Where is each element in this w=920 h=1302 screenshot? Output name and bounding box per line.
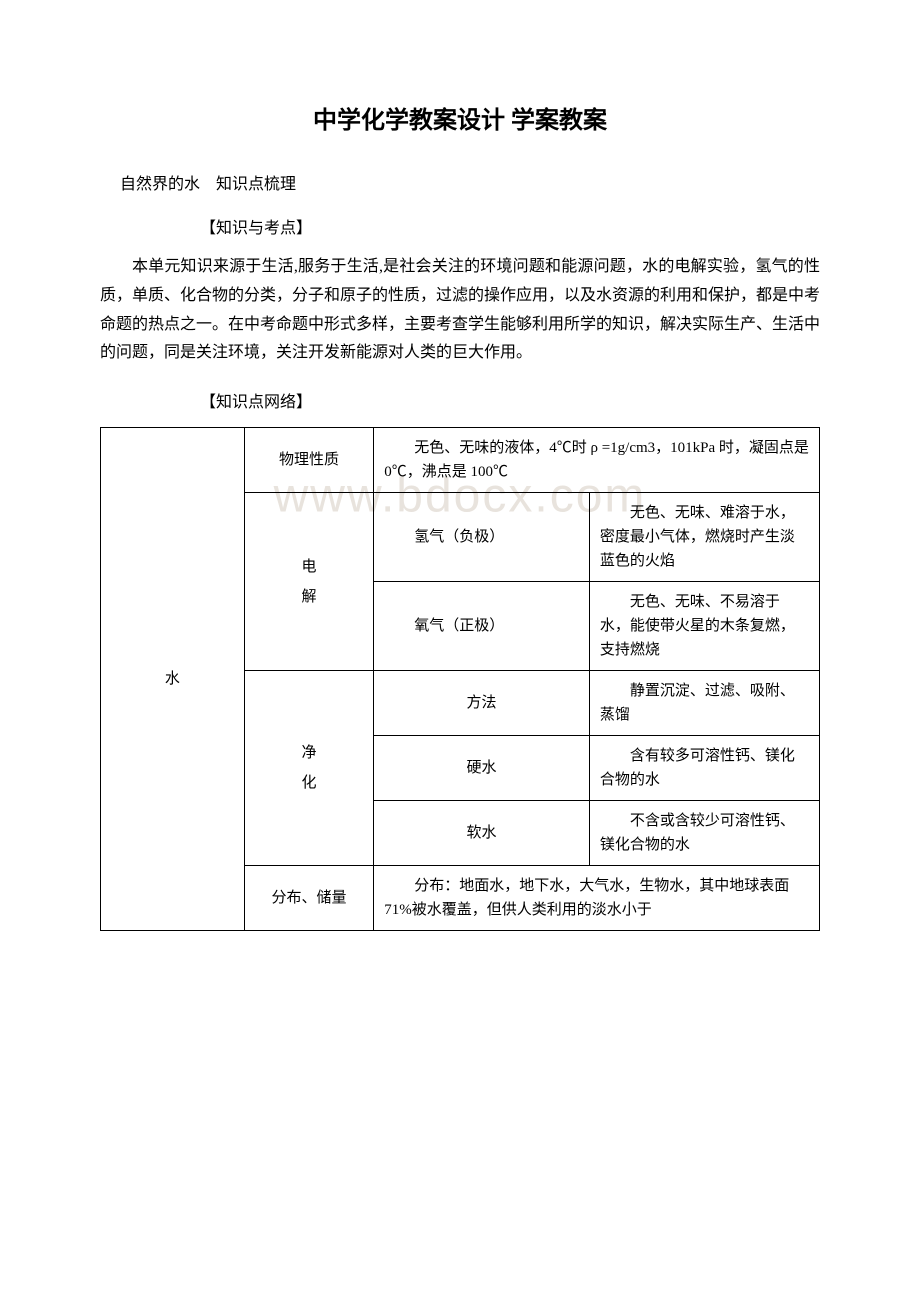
cat-distribution: 分布、储量 <box>244 866 373 931</box>
physical-desc: 无色、无味的液体，4℃时 ρ =1g/cm3，101kPa 时，凝固点是 0℃，… <box>374 428 820 493</box>
hydrogen-desc: 无色、无味、难溶于水，密度最小气体，燃烧时产生淡蓝色的火焰 <box>589 493 819 582</box>
cat-electrolysis-line1: 电 <box>301 552 316 582</box>
method-label: 方法 <box>374 671 590 736</box>
intro-paragraph: 本单元知识来源于生活,服务于生活,是社会关注的环境问题和能源问题，水的电解实验，… <box>100 253 820 368</box>
cat-electrolysis: 电 解 <box>244 493 373 671</box>
table-row: 水 物理性质 无色、无味的液体，4℃时 ρ =1g/cm3，101kPa 时，凝… <box>101 428 820 493</box>
subtitle: 自然界的水 知识点梳理 <box>100 170 820 194</box>
hardwater-desc: 含有较多可溶性钙、镁化合物的水 <box>589 736 819 801</box>
section-knowledge-network: 【知识点网络】 <box>100 388 820 412</box>
hardwater-label: 硬水 <box>374 736 590 801</box>
hydrogen-label: 氢气（负极） <box>374 493 590 582</box>
oxygen-desc: 无色、无味、不易溶于水，能使带火星的木条复燃，支持燃烧 <box>589 582 819 671</box>
softwater-label: 软水 <box>374 801 590 866</box>
page-title: 中学化学教案设计 学案教案 <box>100 100 820 135</box>
oxygen-label: 氧气（正极） <box>374 582 590 671</box>
method-desc: 静置沉淀、过滤、吸附、蒸馏 <box>589 671 819 736</box>
softwater-desc: 不含或含较少可溶性钙、镁化合物的水 <box>589 801 819 866</box>
knowledge-table: 水 物理性质 无色、无味的液体，4℃时 ρ =1g/cm3，101kPa 时，凝… <box>100 427 820 931</box>
cat-physical: 物理性质 <box>244 428 373 493</box>
cat-purification-line1: 净 <box>301 738 316 768</box>
cat-purification-line2: 化 <box>301 768 316 798</box>
distribution-desc: 分布：地面水，地下水，大气水，生物水，其中地球表面 71%被水覆盖，但供人类利用… <box>374 866 820 931</box>
cat-purification: 净 化 <box>244 671 373 866</box>
section-knowledge-points: 【知识与考点】 <box>100 214 820 238</box>
row-header-water: 水 <box>101 428 245 931</box>
cat-electrolysis-line2: 解 <box>301 582 316 612</box>
